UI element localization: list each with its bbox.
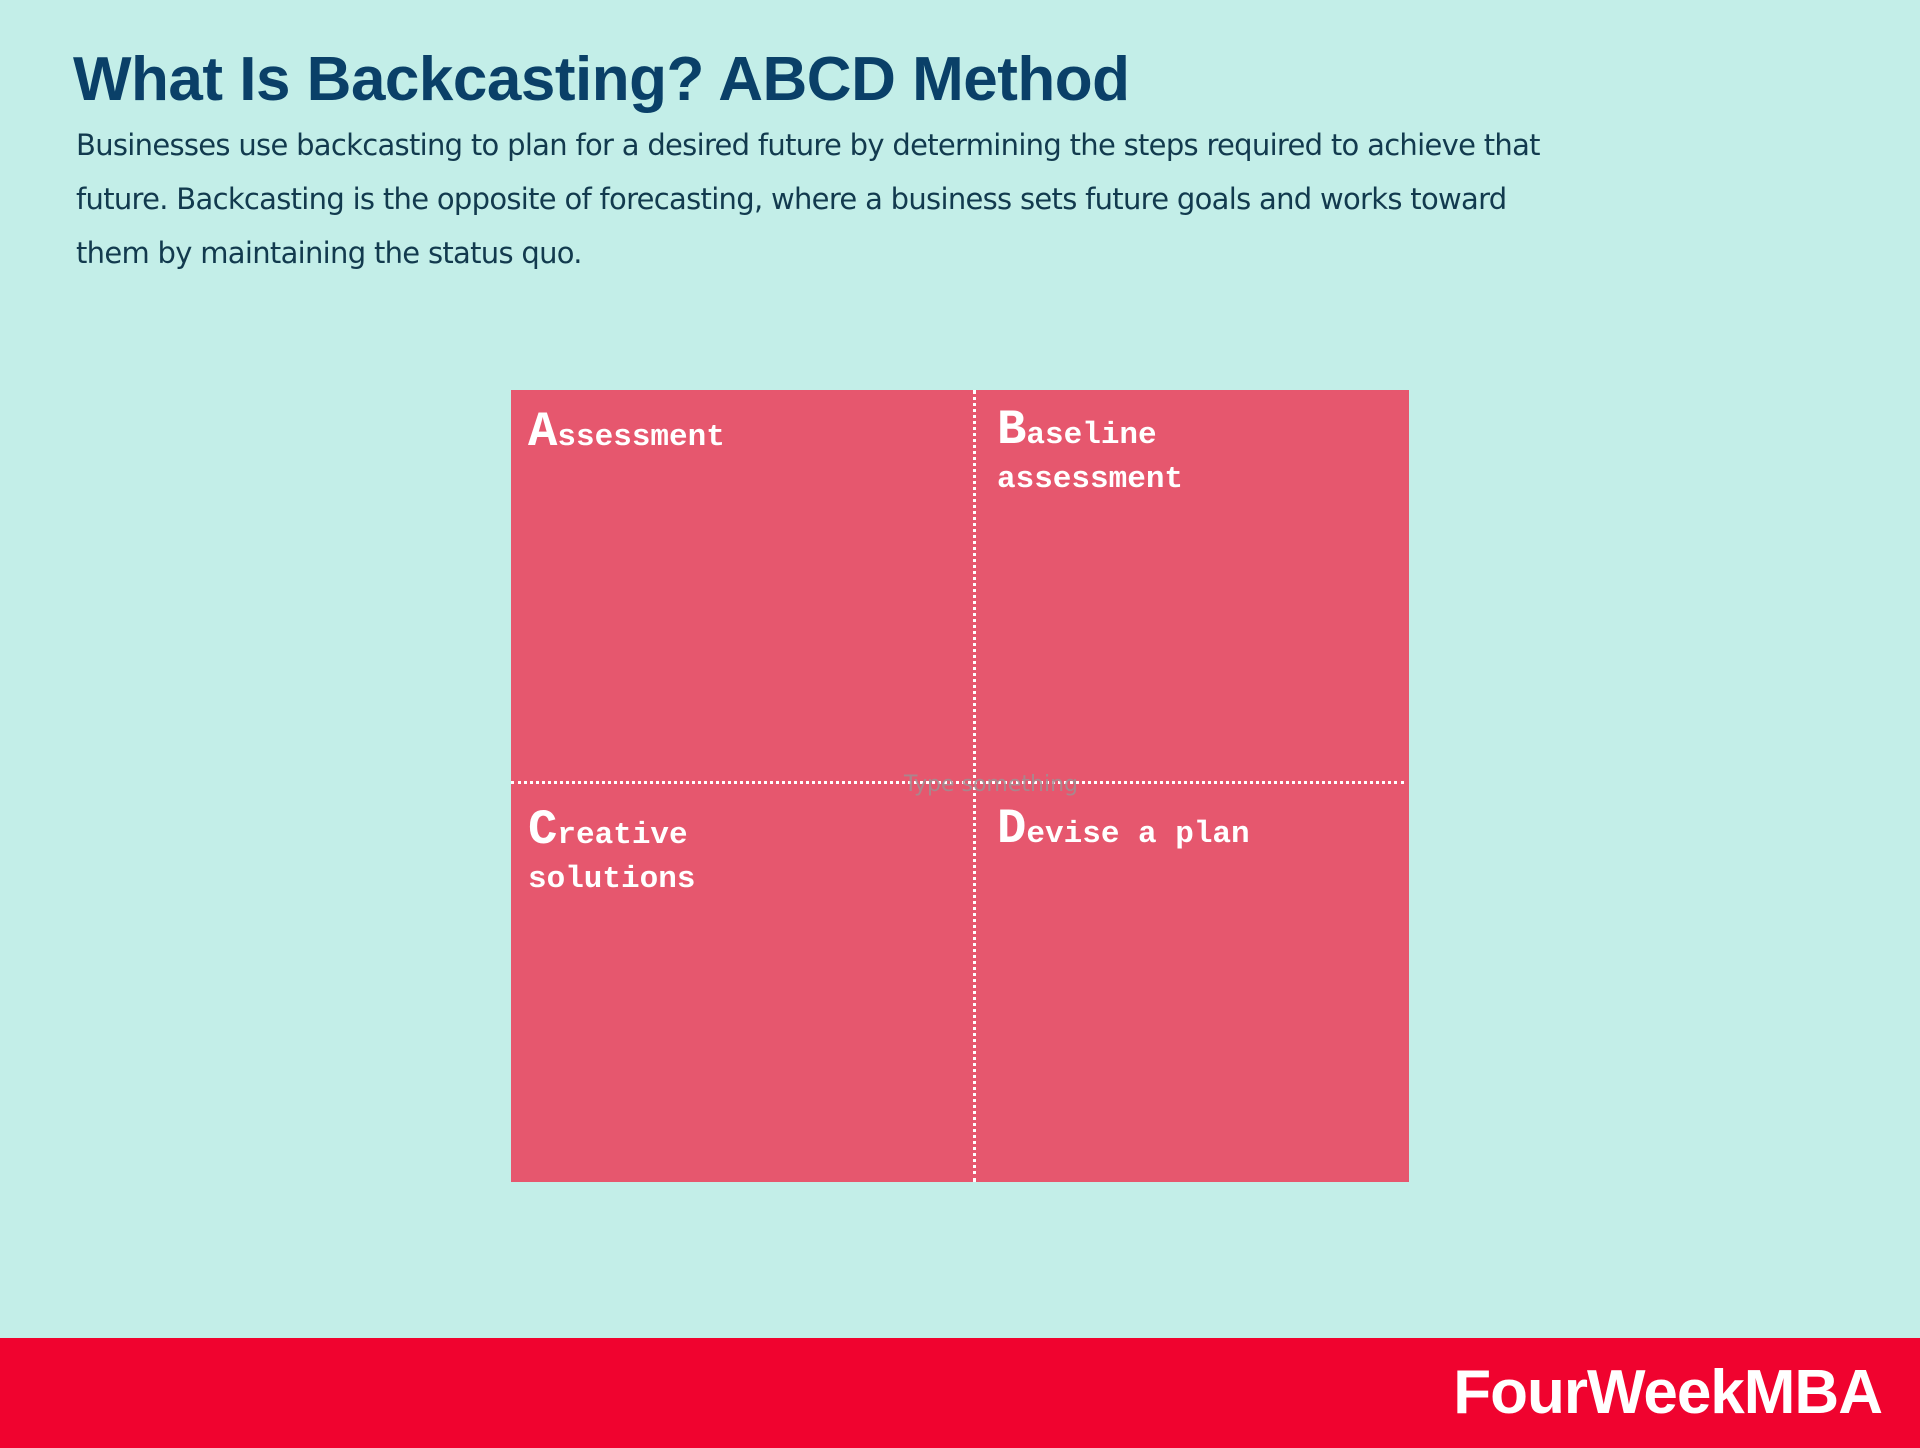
quadrant-label: aseline assessment [997, 418, 1184, 497]
abcd-matrix: Assessment Baseline assessment Creative … [511, 390, 1409, 1182]
quadrant-assessment: Assessment [528, 408, 858, 460]
quadrant-devise-a-plan: Devise a plan [997, 805, 1327, 857]
quadrant-initial: A [528, 404, 558, 460]
quadrant-label: reative solutions [528, 818, 696, 897]
quadrant-initial: B [997, 402, 1027, 458]
horizontal-divider [511, 781, 1404, 784]
quadrant-label: evise a plan [1026, 817, 1250, 852]
quadrant-label: ssessment [557, 420, 725, 455]
center-placeholder-text[interactable]: Type something [903, 772, 1078, 797]
quadrant-initial: D [997, 801, 1027, 857]
quadrant-creative-solutions: Creative solutions [528, 806, 858, 902]
quadrant-baseline-assessment: Baseline assessment [997, 406, 1327, 502]
vertical-divider [973, 390, 976, 1182]
quadrant-initial: C [528, 802, 558, 858]
page-title: What Is Backcasting? ABCD Method [73, 45, 1130, 114]
footer-band: FourWeekMBA [0, 1338, 1920, 1448]
page-description: Businesses use backcasting to plan for a… [76, 128, 1541, 270]
brand-logo-text: FourWeekMBA [1453, 1358, 1883, 1427]
